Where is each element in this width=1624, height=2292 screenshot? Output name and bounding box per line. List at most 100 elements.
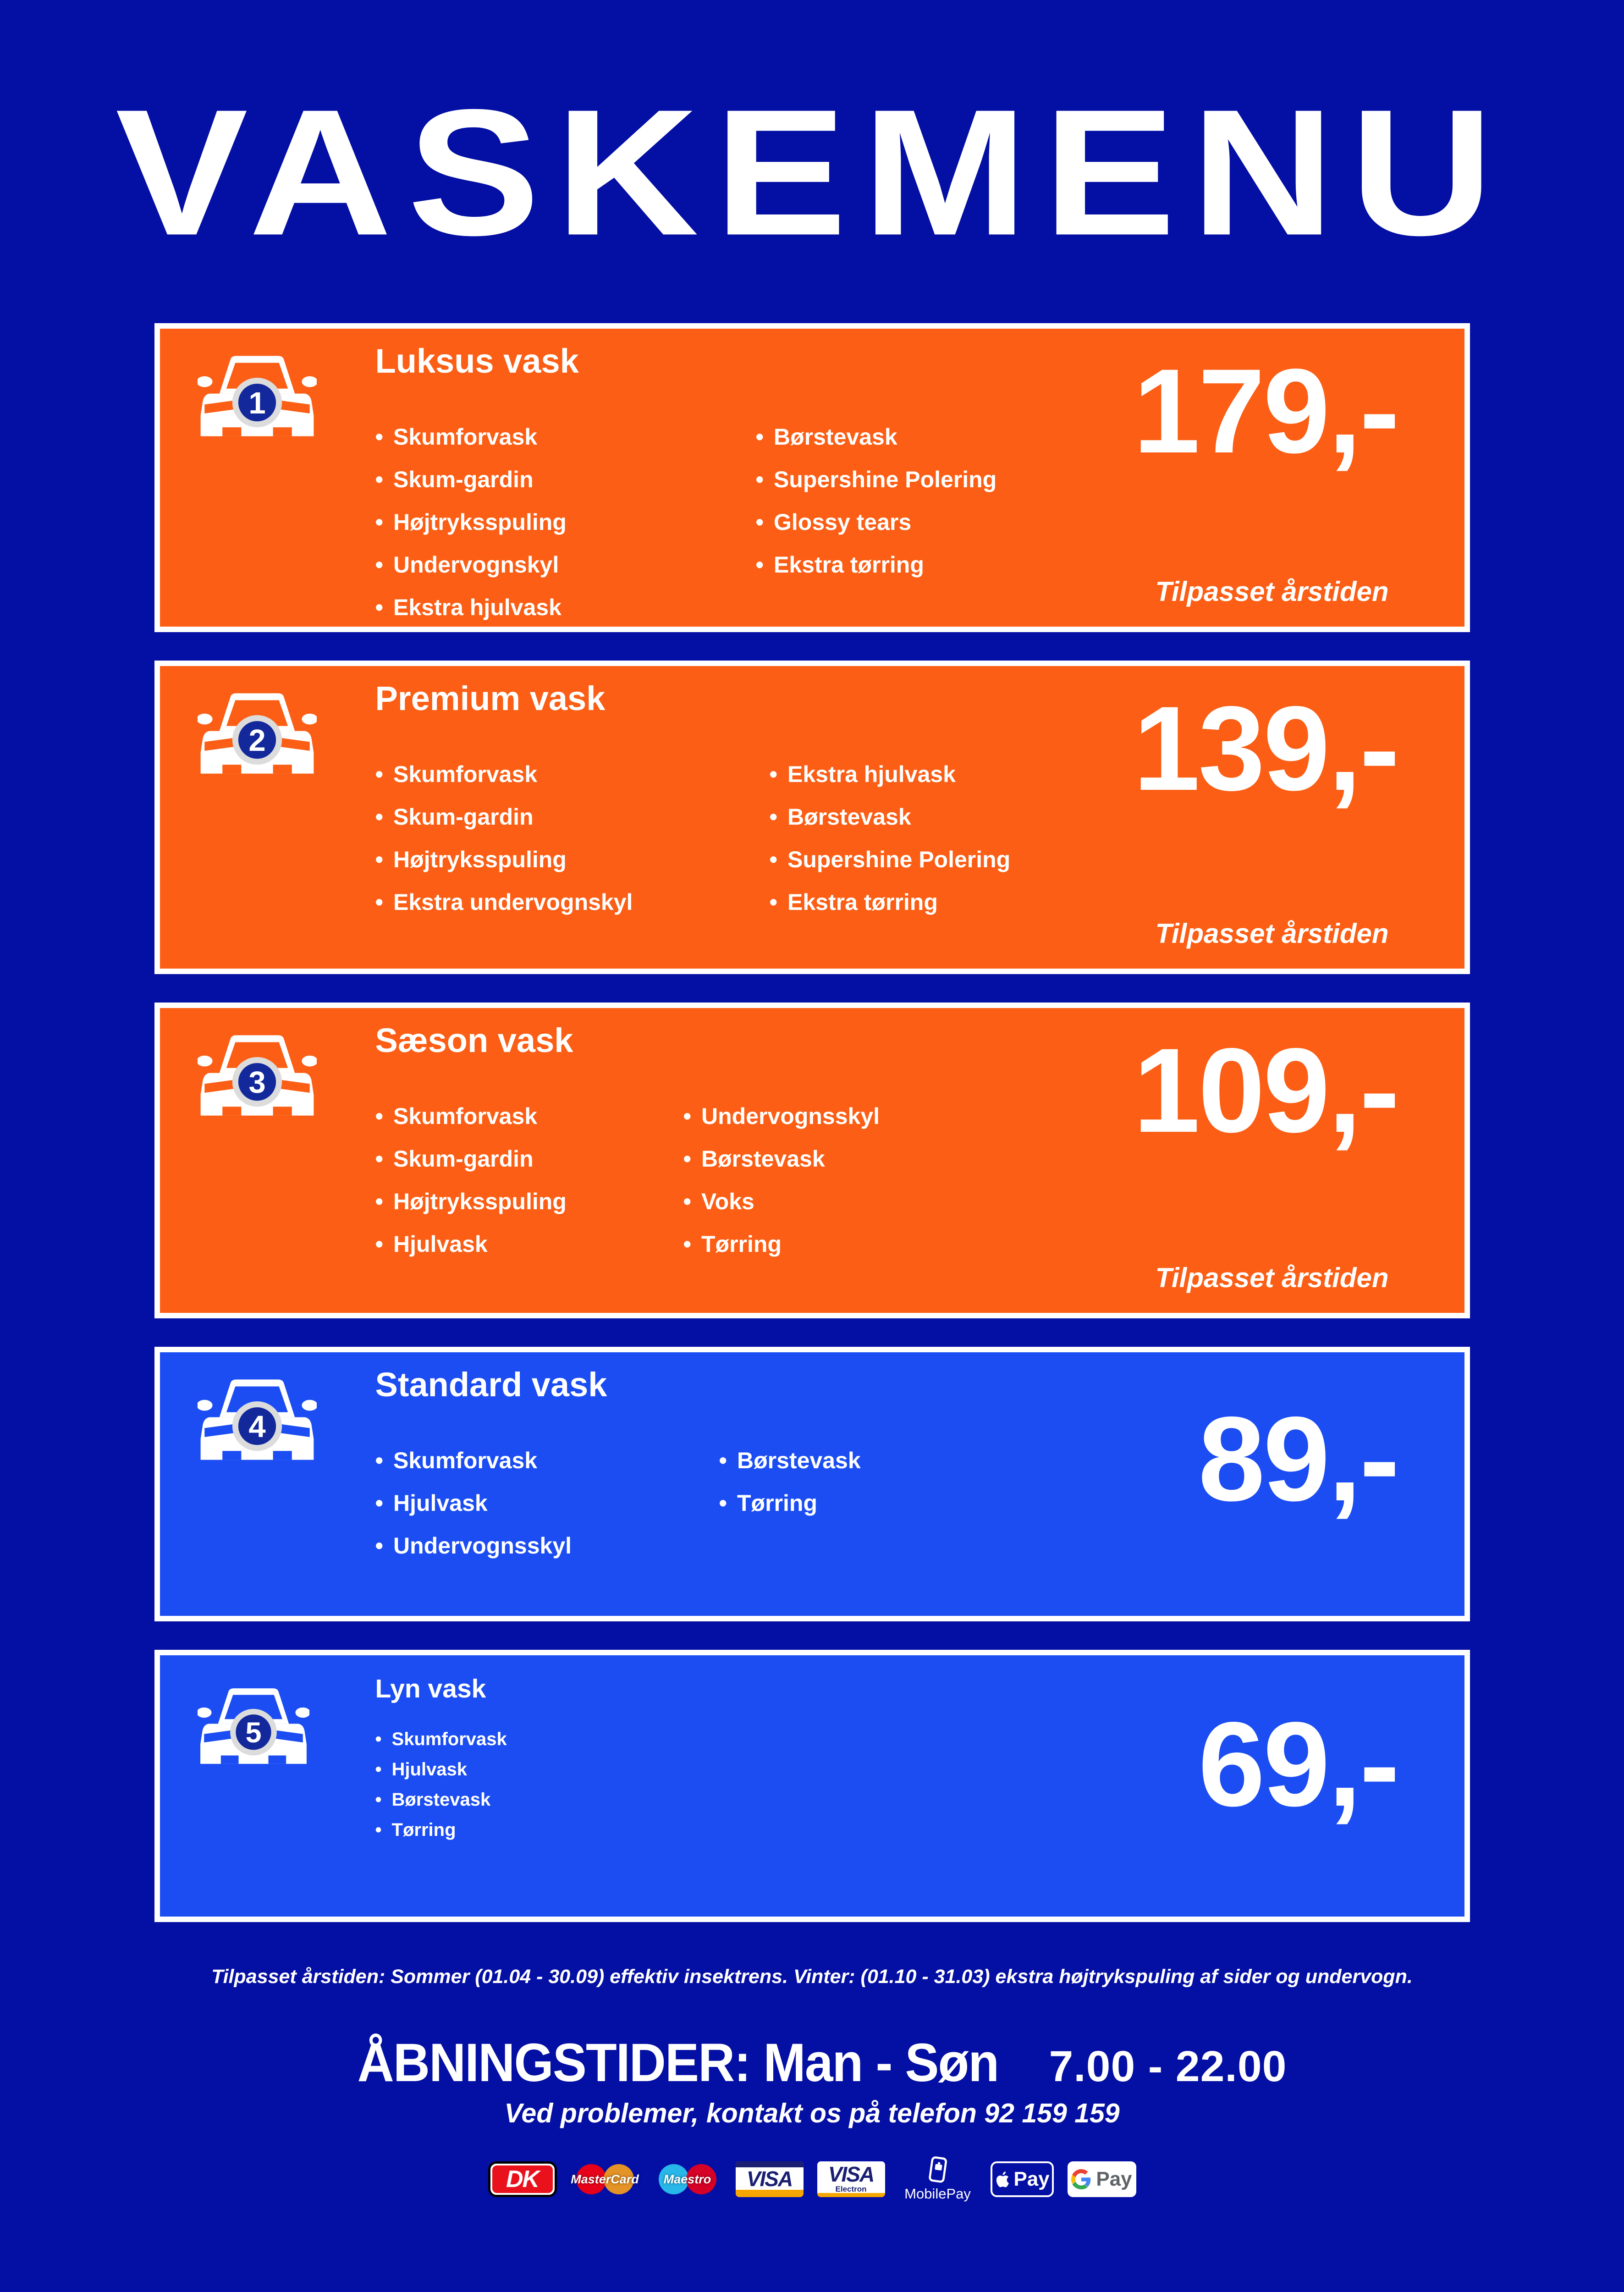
panel-season-note: Tilpasset årstiden <box>1155 1262 1389 1293</box>
badge-circle <box>238 383 276 422</box>
service-item: Højtryksspuling <box>375 501 756 544</box>
panel-title: Lyn vask <box>375 1674 486 1703</box>
badge-circle <box>238 1063 276 1101</box>
service-item: Undervognsskyl <box>683 1095 880 1138</box>
service-column-left: SkumforvaskHjulvaskUndervognsskyl <box>375 1439 719 1567</box>
panel-number-badge: 2 <box>248 723 265 758</box>
panel-lyn-vask: 5 Lyn vask SkumforvaskHjulvaskBørstevask… <box>154 1650 1470 1922</box>
service-item: Undervognskyl <box>375 544 756 586</box>
service-item: Tørring <box>375 1815 788 1845</box>
panel-price: 109,- <box>1133 1023 1399 1157</box>
service-column-right: BørstevaskSupershine PoleringGlossy tear… <box>756 416 997 629</box>
service-item: Ekstra tørring <box>770 881 1011 924</box>
service-column-left: SkumforvaskSkum-gardinHøjtryksspulingUnd… <box>375 416 756 629</box>
service-item: Tørring <box>683 1223 880 1266</box>
badge-circle <box>238 721 276 759</box>
service-item: Ekstra hjulvask <box>375 586 756 629</box>
service-column-left: SkumforvaskSkum-gardinHøjtryksspulingEks… <box>375 753 770 924</box>
panel-luksus-vask: 1 Luksus vask SkumforvaskSkum-gardinHøjt… <box>154 323 1470 632</box>
service-item: Skum-gardin <box>375 458 756 501</box>
service-item: Skumforvask <box>375 1095 683 1138</box>
service-item: Tørring <box>719 1482 861 1525</box>
service-columns: SkumforvaskSkum-gardinHøjtryksspulingEks… <box>375 753 1011 924</box>
service-item: Hjulvask <box>375 1223 683 1266</box>
panel-title: Premium vask <box>375 679 606 717</box>
badge-circle <box>238 1407 276 1445</box>
opening-hours: ÅBNINGSTIDER: Man - Søn 7.00 - 22.00 <box>0 2032 1624 2094</box>
service-columns: SkumforvaskSkum-gardinHøjtryksspulingHju… <box>375 1095 880 1266</box>
mobilepay-phone-icon <box>928 2156 947 2183</box>
service-item: Børstevask <box>375 1785 788 1815</box>
car-icon: 2 <box>197 693 317 774</box>
service-item: Ekstra tørring <box>756 544 997 586</box>
badge-circle <box>235 1714 271 1750</box>
panel-season-note: Tilpasset årstiden <box>1155 918 1389 949</box>
panel-title: Sæson vask <box>375 1021 573 1059</box>
dankort-logo: DK <box>488 2161 557 2197</box>
visa-logo: VISA <box>735 2161 804 2197</box>
apple-icon <box>996 2171 1009 2187</box>
season-note: Tilpasset årstiden: Sommer (01.04 - 30.0… <box>211 1966 1413 1988</box>
service-item: Børstevask <box>683 1138 880 1180</box>
service-item: Supershine Polering <box>770 838 1010 881</box>
google-pay-logo: Pay <box>1067 2161 1136 2197</box>
visa-electron-logo: VISA Electron <box>817 2161 885 2197</box>
maestro-logo: Maestro <box>653 2161 722 2197</box>
payment-methods-row: DK MasterCard Maestro VISA VISA Electron Mobi… <box>0 2156 1624 2202</box>
panel-number-badge: 5 <box>245 1717 261 1749</box>
service-column-right: BørstevaskTørring <box>719 1439 861 1567</box>
car-icon: 1 <box>197 356 317 436</box>
opening-hours-value: 7.00 - 22.00 <box>1049 2042 1287 2091</box>
service-item: Supershine Polering <box>756 458 996 501</box>
service-item: Skumforvask <box>375 753 770 796</box>
panel-standard-vask: 4 Standard vask SkumforvaskHjulvaskUnder… <box>154 1347 1470 1621</box>
car-icon: 4 <box>197 1379 317 1460</box>
service-item: Skum-gardin <box>375 1138 683 1180</box>
panel-title: Standard vask <box>375 1366 607 1404</box>
dankort-letters: DK <box>492 2165 553 2193</box>
service-item: Glossy tears <box>756 501 997 544</box>
mobilepay-logo: MobilePay <box>899 2156 977 2202</box>
service-item: Ekstra hjulvask <box>770 753 1011 796</box>
service-columns: SkumforvaskSkum-gardinHøjtryksspulingUnd… <box>375 416 997 629</box>
service-columns: SkumforvaskHjulvaskBørstevaskTørring <box>375 1724 788 1845</box>
service-item: Skum-gardin <box>375 796 770 838</box>
service-item: Børstevask <box>719 1439 861 1482</box>
opening-hours-label: ÅBNINGSTIDER: Man - Søn <box>358 2033 1000 2093</box>
wash-packages-list: 1 Luksus vask SkumforvaskSkum-gardinHøjt… <box>0 323 1624 1922</box>
panel-s-son-vask: 3 Sæson vask SkumforvaskSkum-gardinHøjtr… <box>154 1003 1470 1318</box>
car-icon: 5 <box>197 1688 309 1764</box>
panel-price: 89,- <box>1198 1392 1399 1526</box>
apple-pay-logo: Pay <box>990 2161 1054 2197</box>
service-item: Undervognsskyl <box>375 1525 719 1567</box>
service-column-right: UndervognsskylBørstevaskVoksTørring <box>683 1095 880 1266</box>
service-item: Skumforvask <box>375 1724 788 1754</box>
car-icon: 3 <box>197 1035 317 1116</box>
page-title: VASKEMENU <box>115 71 1509 273</box>
service-item: Voks <box>683 1180 880 1223</box>
service-item: Skumforvask <box>375 416 756 458</box>
panel-season-note: Tilpasset årstiden <box>1155 576 1389 607</box>
service-item: Børstevask <box>756 416 997 458</box>
panel-number-badge: 1 <box>248 386 265 420</box>
service-item: Skumforvask <box>375 1439 719 1482</box>
google-g-icon <box>1071 2169 1091 2189</box>
service-item: Højtryksspuling <box>375 1180 683 1223</box>
panel-number-badge: 4 <box>248 1410 265 1444</box>
service-column-right: Ekstra hjulvaskBørstevaskSupershine Pole… <box>770 753 1011 924</box>
panel-price: 179,- <box>1133 344 1399 478</box>
service-column-left: SkumforvaskHjulvaskBørstevaskTørring <box>375 1724 788 1845</box>
contact-line: Ved problemer, kontakt os på telefon 92 … <box>504 2098 1120 2128</box>
service-column-left: SkumforvaskSkum-gardinHøjtryksspulingHju… <box>375 1095 683 1266</box>
panel-price: 139,- <box>1133 681 1399 815</box>
panel-price: 69,- <box>1198 1697 1399 1831</box>
mastercard-logo: MasterCard <box>571 2161 639 2197</box>
service-item: Børstevask <box>770 796 1011 838</box>
panel-number-badge: 3 <box>248 1065 265 1100</box>
service-item: Hjulvask <box>375 1482 719 1525</box>
service-item: Hjulvask <box>375 1754 788 1785</box>
service-columns: SkumforvaskHjulvaskUndervognsskyl Børste… <box>375 1439 861 1567</box>
service-item: Højtryksspuling <box>375 838 770 881</box>
panel-title: Luksus vask <box>375 342 579 380</box>
